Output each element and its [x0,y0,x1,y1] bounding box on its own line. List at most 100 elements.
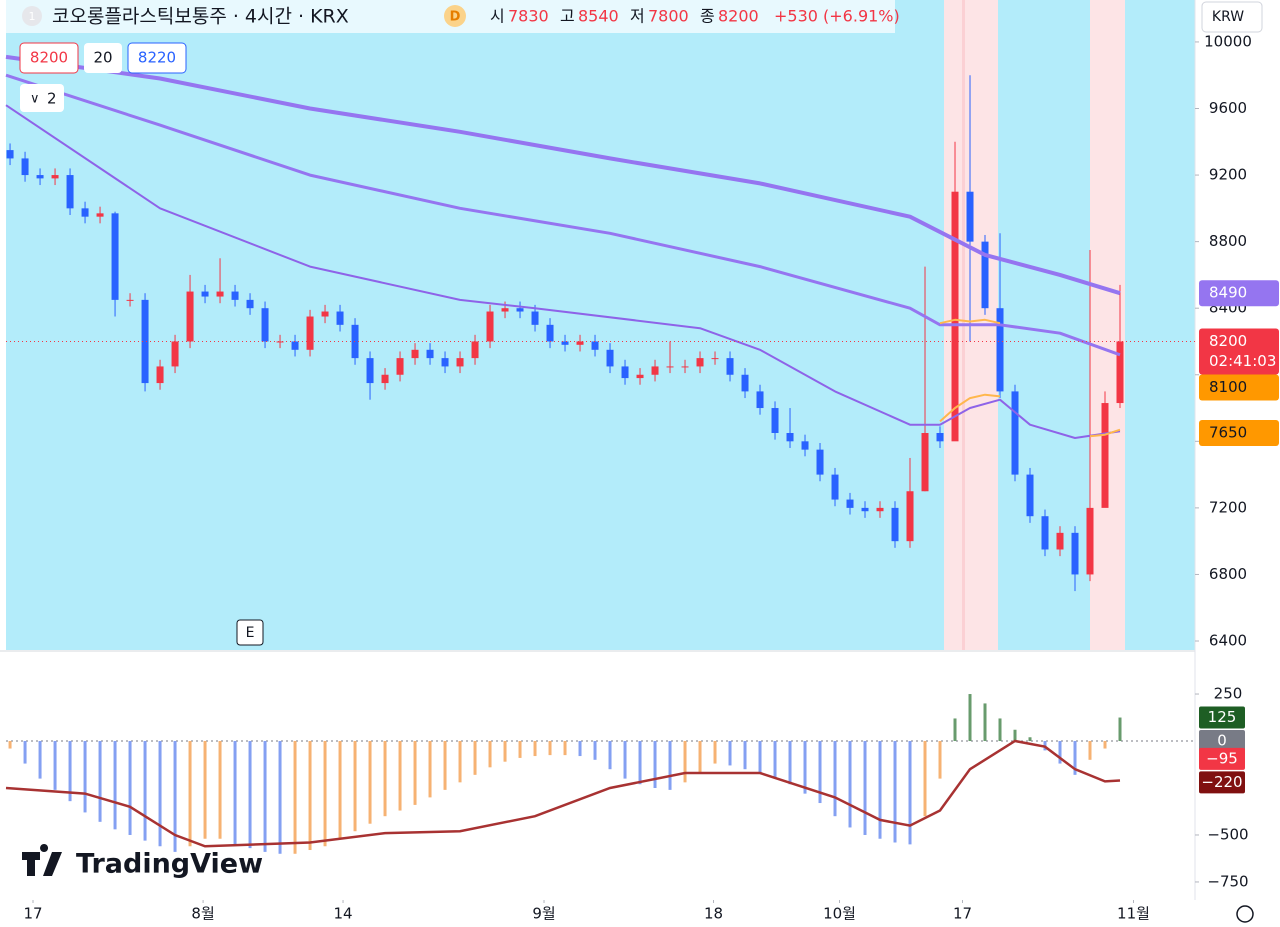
candle-body [366,358,374,384]
candle-body [816,449,824,475]
ohlc-key: 시 [490,7,505,26]
histogram-bar [173,741,177,852]
candle-body [606,349,614,367]
legend-box [84,43,122,73]
signal-line [5,739,1121,848]
histogram-bar [518,741,522,758]
histogram-bar [803,741,807,794]
currency-button[interactable] [1201,1,1263,33]
candle-body [1026,474,1034,517]
candle-body [636,374,644,379]
session-background [6,0,1195,650]
moving-average [5,104,1121,439]
event-badge[interactable] [236,619,264,646]
price-label-bg [1199,420,1279,447]
candle-body [786,433,794,442]
histogram-bar [473,741,477,775]
logo-mark [22,844,62,876]
candle-body [141,299,149,384]
histogram-bar [968,694,972,742]
event-label: E [246,625,255,641]
histogram-bar [908,741,912,845]
candle-body [591,341,599,350]
histogram-bar [638,741,642,785]
histogram-bar [1028,737,1032,742]
candle-body [96,213,104,217]
candle-body [21,158,29,176]
histogram-bar [953,718,957,742]
histogram-bar [878,741,882,839]
histogram-bar [488,741,492,768]
candle-body [726,358,734,375]
candle-body [996,308,1004,392]
candle-body [501,308,509,312]
candle-body [441,358,449,367]
chevron: ∨ [30,92,40,107]
histogram-bar [443,741,447,790]
histogram-bar [848,741,852,828]
candle-body [696,358,704,367]
histogram-bar [938,741,942,779]
candle-body [336,311,344,325]
candle-body [846,499,854,508]
price-label: 8200 [1209,332,1247,350]
histogram-bar [218,741,222,839]
candle-body [231,291,239,300]
y-tick-label: 8800 [1209,232,1247,250]
flag: D [450,10,461,25]
histogram-bar [578,741,582,757]
value-label: 0 [1217,732,1227,750]
x-tick-label: 9월 [532,905,555,923]
candle-body [771,408,779,434]
brand: TradingView [76,849,263,880]
histogram-bar [533,741,537,757]
value-label-bg [1199,730,1245,753]
y-tick-label: 9600 [1209,99,1247,117]
y-tick-label: 7200 [1209,498,1247,516]
histogram-bar [413,741,417,805]
candle-body [666,366,674,368]
badge [22,6,42,26]
histogram-bar [188,741,192,847]
collapse-count: 2 [47,90,57,108]
histogram-bar [683,741,687,783]
candle-body [981,241,989,309]
histogram-bar [923,741,927,817]
candle-body [951,191,959,442]
candle-body [351,324,359,359]
candle-body [306,316,314,350]
candle-body [1041,516,1049,550]
flag-circle [444,5,466,27]
histogram-bar [368,741,372,824]
header: 1 코오롱플라스틱보통주 · 4시간 · KRX D 시 7830 고 8540 저 78… [0,0,900,33]
collapse-button[interactable]: ∨ 2 [20,84,64,112]
x-tick-label: 11월 [1117,905,1150,923]
histogram-bar [593,741,597,760]
settings-icon[interactable] [1236,905,1254,923]
candle-body [891,507,899,542]
candle-body [756,391,764,409]
candle-body [36,175,44,179]
currency: KRW [1212,9,1244,25]
value-label: −220 [1201,773,1242,791]
candle-body [531,311,539,325]
candle-body [126,299,134,301]
candle-body [1056,532,1064,550]
moving-average [939,393,1001,423]
histogram-bar [893,741,897,843]
histogram-bar [788,741,792,785]
candle-body [561,341,569,345]
histogram-bar [113,741,117,830]
candle-body [261,308,269,342]
candle-body [291,341,299,350]
histogram-bar [713,741,717,764]
histogram-bar [8,741,12,749]
histogram-bar [773,741,777,779]
x-tick-label: 17 [23,905,42,923]
histogram-bar [398,741,402,811]
candle-body [396,358,404,375]
price-label-bg [1199,280,1279,307]
candle-body [711,358,719,360]
y-tick-label: 250 [1214,685,1243,703]
collapse-bg[interactable] [20,84,64,112]
